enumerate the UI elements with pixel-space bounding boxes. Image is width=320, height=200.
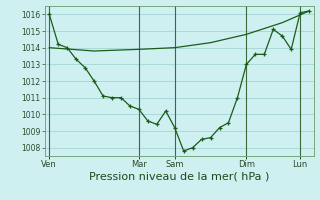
X-axis label: Pression niveau de la mer( hPa ): Pression niveau de la mer( hPa ) bbox=[89, 172, 269, 182]
